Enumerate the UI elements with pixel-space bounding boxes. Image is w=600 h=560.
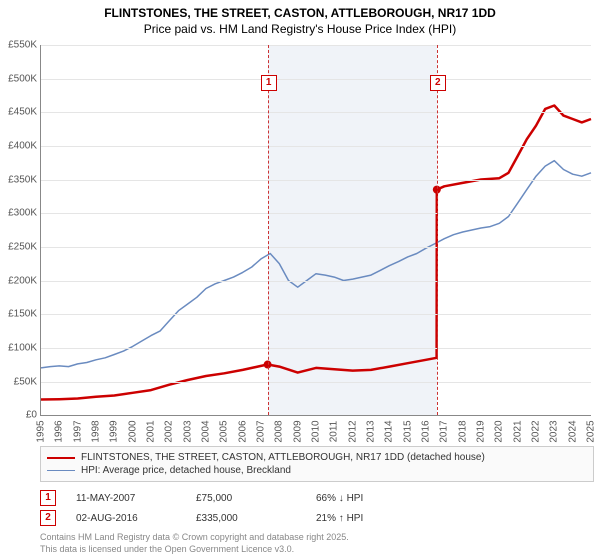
x-axis-label: 2002 [164, 417, 175, 447]
x-axis-label: 2022 [531, 417, 542, 447]
x-axis-label: 2021 [512, 417, 523, 447]
legend-row-price-paid: FLINTSTONES, THE STREET, CASTON, ATTLEBO… [47, 451, 587, 464]
sale-row: 2 02-AUG-2016 £335,000 21% ↑ HPI [40, 508, 580, 528]
x-axis-label: 1995 [36, 417, 47, 447]
footer-line-1: Contains HM Land Registry data © Crown c… [40, 532, 580, 544]
x-axis-label: 2014 [384, 417, 395, 447]
sale-marker-flag: 2 [430, 75, 446, 91]
x-axis-label: 2012 [347, 417, 358, 447]
sales-table: 1 11-MAY-2007 £75,000 66% ↓ HPI 2 02-AUG… [40, 488, 580, 528]
footer-line-2: This data is licensed under the Open Gov… [40, 544, 580, 556]
x-axis-label: 2023 [549, 417, 560, 447]
title-line-1: FLINTSTONES, THE STREET, CASTON, ATTLEBO… [0, 6, 600, 22]
y-axis-label: £100K [1, 342, 37, 353]
x-axis-label: 1998 [91, 417, 102, 447]
y-axis-label: £550K [1, 40, 37, 51]
y-axis-label: £500K [1, 73, 37, 84]
title-line-2: Price paid vs. HM Land Registry's House … [0, 22, 600, 38]
y-axis-label: £400K [1, 141, 37, 152]
legend-row-hpi: HPI: Average price, detached house, Brec… [47, 464, 587, 477]
x-axis-label: 2019 [476, 417, 487, 447]
legend-label-price-paid: FLINTSTONES, THE STREET, CASTON, ATTLEBO… [81, 452, 485, 463]
sale-date: 11-MAY-2007 [76, 493, 176, 504]
y-axis-label: £300K [1, 208, 37, 219]
y-axis-label: £0 [1, 410, 37, 421]
legend-swatch-hpi [47, 470, 75, 471]
sale-price: £335,000 [196, 513, 296, 524]
x-axis-label: 2008 [274, 417, 285, 447]
x-axis-label: 2015 [402, 417, 413, 447]
x-axis-label: 2000 [127, 417, 138, 447]
x-axis-label: 2006 [237, 417, 248, 447]
sale-marker-flag: 1 [261, 75, 277, 91]
x-axis-label: 2016 [421, 417, 432, 447]
sale-delta: 66% ↓ HPI [316, 493, 416, 504]
x-axis-label: 2011 [329, 417, 340, 447]
chart-container: FLINTSTONES, THE STREET, CASTON, ATTLEBO… [0, 0, 600, 556]
sale-marker-2: 2 [40, 510, 56, 526]
sale-date: 02-AUG-2016 [76, 513, 176, 524]
x-axis-label: 2001 [146, 417, 157, 447]
y-axis-label: £350K [1, 174, 37, 185]
x-axis-label: 1999 [109, 417, 120, 447]
y-axis-label: £200K [1, 275, 37, 286]
legend: FLINTSTONES, THE STREET, CASTON, ATTLEBO… [40, 446, 594, 482]
x-axis-label: 1997 [72, 417, 83, 447]
sale-marker-1: 1 [40, 490, 56, 506]
y-axis-label: £450K [1, 107, 37, 118]
x-axis-label: 2024 [567, 417, 578, 447]
y-axis-label: £50K [1, 376, 37, 387]
chart-svg [41, 45, 591, 415]
x-axis-label: 2018 [457, 417, 468, 447]
x-axis-label: 2005 [219, 417, 230, 447]
sale-row: 1 11-MAY-2007 £75,000 66% ↓ HPI [40, 488, 580, 508]
x-axis-label: 2010 [311, 417, 322, 447]
x-axis-label: 1996 [54, 417, 65, 447]
x-axis-label: 2017 [439, 417, 450, 447]
x-axis-label: 2009 [292, 417, 303, 447]
sale-delta: 21% ↑ HPI [316, 513, 416, 524]
x-axis-label: 2013 [366, 417, 377, 447]
footer: Contains HM Land Registry data © Crown c… [40, 532, 580, 555]
x-axis-label: 2025 [586, 417, 597, 447]
chart-title: FLINTSTONES, THE STREET, CASTON, ATTLEBO… [0, 0, 600, 37]
legend-swatch-price-paid [47, 457, 75, 459]
x-axis-label: 2020 [494, 417, 505, 447]
legend-label-hpi: HPI: Average price, detached house, Brec… [81, 465, 291, 476]
x-axis-label: 2007 [256, 417, 267, 447]
sale-price: £75,000 [196, 493, 296, 504]
y-axis-label: £150K [1, 309, 37, 320]
x-axis-label: 2003 [182, 417, 193, 447]
plot-area: £0£50K£100K£150K£200K£250K£300K£350K£400… [40, 45, 591, 416]
x-axis-label: 2004 [201, 417, 212, 447]
y-axis-label: £250K [1, 242, 37, 253]
